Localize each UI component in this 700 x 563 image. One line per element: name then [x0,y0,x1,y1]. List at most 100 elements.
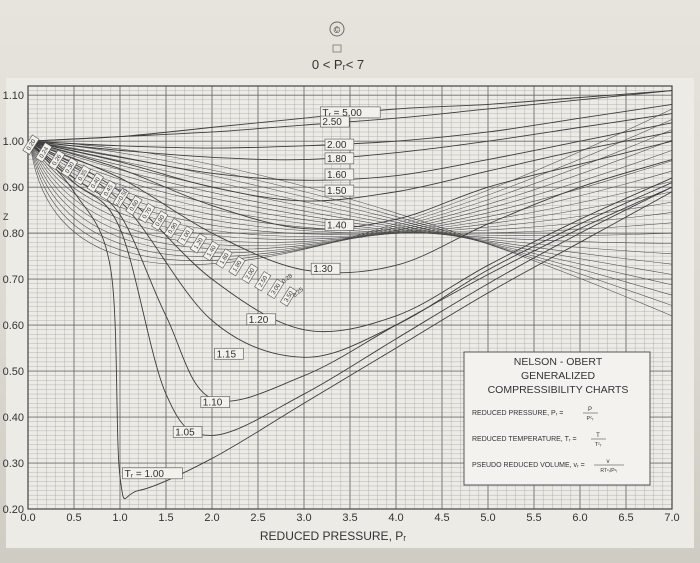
x-tick-label: 4.0 [388,512,403,524]
isometric-label-bg [73,164,91,186]
isometric-label: 0.90 [164,217,182,239]
legend-row-3-num: v [607,459,610,465]
handle-icon [332,44,342,53]
x-tick-label: 0.0 [20,512,35,524]
y-tick-label: 1.00 [3,136,24,148]
isometric-label-bg [99,180,117,201]
y-tick-label: 0.20 [3,504,24,516]
isotherm-label-bg [122,467,183,480]
isometric-label: 2.50 [254,271,272,292]
legend-row-1-num: P [588,407,592,413]
copyright-glyph: © [334,25,341,35]
isometric-label-text: 3.50 [284,290,296,304]
isometric-label-text: 0.24 [39,146,51,160]
isotherm-label-bg [324,219,355,231]
isotherm-label-bg [310,262,341,275]
isometric-label-bg [176,225,195,246]
isotherm-label-bg [324,152,355,165]
isometric-label-text: 0.90 [168,222,180,236]
isometric-label-bg [279,286,298,307]
isometric-label-text: 1.80 [232,260,244,274]
axes: 0.0 0.5 1.0 1.5 2.0 2.5 3.0 3.5 4.0 4.5 5.0 5.5 6.0 6… [3,90,680,524]
y-tick-label: 0.60 [3,320,24,332]
isometric-label-text: 2.00 [245,267,257,281]
isometric-label-bg [112,187,130,208]
isometric-label: 0.40 [86,172,104,193]
legend-row-3-den: RTᶜᵣ/Pᶜᵣ [600,468,618,474]
isotherm-label: 1.40 [327,221,347,232]
isotherm-line [27,131,673,202]
isotherm-line [27,140,673,500]
curve-labels: 0.200.240.260.300.350.400.45 vᵣ=0.50 0.600… [22,106,381,480]
x-tick-label: 6.5 [618,512,633,524]
isotherm-label-bg [320,106,381,119]
isotherm-label: Tᵣ = 1.00 [125,469,165,480]
isometric-line [29,141,673,250]
isotherm-label: 1.20 [249,315,269,326]
legend-frame [463,351,651,486]
x-tick-label: 3.5 [342,512,357,524]
legend-title-3: COMPRESSIBILITY CHARTS [488,384,629,396]
isotherm-line [27,140,673,402]
isotherm-label: 1.60 [327,170,347,181]
y-tick-label: 0.90 [3,182,24,194]
isometric-line [29,140,673,296]
x-tick-label: 1.5 [158,512,173,524]
isotherm-label-bg [200,396,230,408]
isometric-label-text: 0.80 [155,214,167,228]
isometric-label: 0.70 [138,202,156,224]
x-tick-label: 1.0 [112,512,127,524]
isotherm-label-bg [324,138,355,151]
y-tick-label: 0.30 [3,458,24,470]
isometric-label-text: 0.45 [103,184,115,198]
legend-row-3-label: PSEUDO REDUCED VOLUME, vᵣ = [472,462,585,469]
isometric-label: 0.24 [35,142,53,163]
isometric-label-bg [254,271,272,292]
isotherm-label-bg [214,347,244,360]
x-tick-label: 6.0 [572,512,587,524]
y-tick-label: 0.80 [3,228,24,240]
isometric-label: 2.00 [241,263,259,284]
isometric-label-bg [125,195,143,216]
x-tick-label: 5.5 [526,512,541,524]
isometric-line [29,108,673,265]
isotherm-label: 1.30 [313,264,333,275]
isometric-label-bg [164,217,182,239]
legend-box: NELSON - OBERT GENERALIZED COMPRESSIBILI… [463,351,651,486]
plot-frame [27,85,673,510]
isometric-label-bg [202,240,220,262]
isometric-label-text: 2.50 [258,275,270,289]
isometric-label-bg [48,149,66,171]
legend-row-1-label: REDUCED PRESSURE, Pᵣ = [472,410,563,417]
isotherm-label-bg [324,168,355,181]
isometric-line [29,129,673,258]
legend-row-2-label: REDUCED TEMPERATURE, Tᵣ = [472,436,577,443]
isometric-label-bg [241,263,259,284]
isometric-label-text: 0.35 [78,168,90,182]
isotherm-line [27,90,673,142]
isotherm-line [27,140,673,274]
isometric-lines [29,108,673,317]
x-tick-label: 4.5 [434,512,449,524]
isometric-label-bg [151,210,169,231]
side-mark: Z [3,212,9,222]
isotherm-label: 2.00 [327,140,347,151]
isotherm-label: 1.50 [327,186,347,197]
legend-row-2-den: Tᶜᵣ [595,442,602,448]
chart-title: 0 < Pᵣ< 7 [312,57,364,72]
isometric-label: 0.26 [48,149,66,171]
isometric-line [29,140,673,317]
x-tick-label: 2.5 [250,512,265,524]
isometric-label-text: 1.40 [206,244,218,258]
legend-row-1-den: Pᶜᵣ [587,416,595,422]
isometric-label-bg [267,278,285,300]
isometric-label-bg [215,248,233,269]
isometric-label-text: 0.20 [26,138,38,152]
isometric-label: 0.30 [60,157,79,178]
isotherm-label-bg [246,313,276,326]
isometric-label: 3.00 [267,278,285,300]
isometric-label-bg [138,202,156,224]
isometric-line [29,119,673,261]
isometric-label: 0.35 [73,164,91,186]
